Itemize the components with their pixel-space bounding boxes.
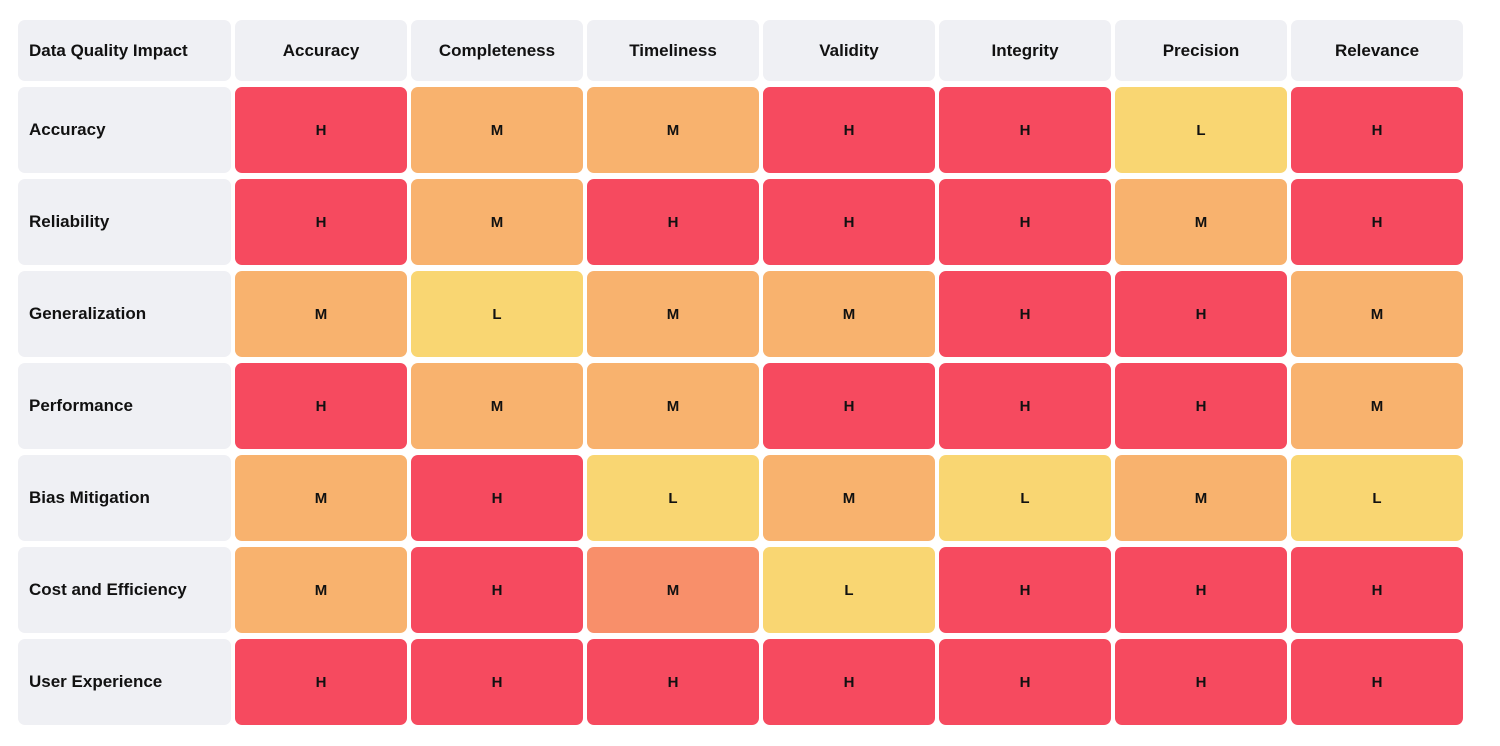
impact-cell: H xyxy=(1291,639,1463,725)
impact-cell: L xyxy=(1291,455,1463,541)
impact-cell: M xyxy=(235,547,407,633)
impact-cell: M xyxy=(587,271,759,357)
impact-cell: M xyxy=(1115,179,1287,265)
impact-cell: L xyxy=(587,455,759,541)
impact-cell: H xyxy=(763,363,935,449)
row-label: Performance xyxy=(18,363,231,449)
impact-cell: M xyxy=(587,87,759,173)
impact-cell: M xyxy=(763,271,935,357)
impact-cell: H xyxy=(763,179,935,265)
impact-cell: M xyxy=(235,455,407,541)
impact-cell: L xyxy=(1115,87,1287,173)
impact-cell: M xyxy=(411,179,583,265)
impact-cell: H xyxy=(235,363,407,449)
header-cell: Data Quality Impact xyxy=(18,20,231,81)
impact-cell: H xyxy=(411,455,583,541)
impact-cell: H xyxy=(939,363,1111,449)
header-cell: Timeliness xyxy=(587,20,759,81)
impact-cell: H xyxy=(235,87,407,173)
header-cell: Integrity xyxy=(939,20,1111,81)
impact-cell: H xyxy=(587,179,759,265)
impact-cell: H xyxy=(763,639,935,725)
impact-cell: M xyxy=(1291,363,1463,449)
impact-cell: M xyxy=(235,271,407,357)
header-cell: Validity xyxy=(763,20,935,81)
impact-cell: H xyxy=(1115,363,1287,449)
row-label: Accuracy xyxy=(18,87,231,173)
impact-cell: H xyxy=(411,639,583,725)
impact-cell: H xyxy=(411,547,583,633)
impact-cell: M xyxy=(1115,455,1287,541)
impact-cell: M xyxy=(763,455,935,541)
impact-cell: L xyxy=(939,455,1111,541)
impact-cell: M xyxy=(587,547,759,633)
row-label: Bias Mitigation xyxy=(18,455,231,541)
header-cell: Accuracy xyxy=(235,20,407,81)
impact-cell: H xyxy=(939,271,1111,357)
row-label: Generalization xyxy=(18,271,231,357)
row-label: User Experience xyxy=(18,639,231,725)
impact-cell: M xyxy=(587,363,759,449)
header-cell: Completeness xyxy=(411,20,583,81)
impact-cell: H xyxy=(1115,547,1287,633)
impact-cell: H xyxy=(1291,179,1463,265)
row-label: Reliability xyxy=(18,179,231,265)
impact-cell: H xyxy=(939,547,1111,633)
impact-cell: H xyxy=(1115,639,1287,725)
impact-cell: H xyxy=(587,639,759,725)
impact-table: Data Quality Impact Accuracy Completeness T… xyxy=(18,20,1463,725)
impact-cell: H xyxy=(235,179,407,265)
impact-cell: M xyxy=(411,363,583,449)
impact-cell: H xyxy=(939,87,1111,173)
impact-cell: H xyxy=(939,179,1111,265)
header-cell: Precision xyxy=(1115,20,1287,81)
impact-cell: H xyxy=(1291,87,1463,173)
impact-cell: M xyxy=(1291,271,1463,357)
row-label: Cost and Efficiency xyxy=(18,547,231,633)
impact-cell: H xyxy=(235,639,407,725)
header-cell: Relevance xyxy=(1291,20,1463,81)
impact-cell: L xyxy=(411,271,583,357)
impact-cell: L xyxy=(763,547,935,633)
impact-cell: H xyxy=(939,639,1111,725)
impact-cell: H xyxy=(763,87,935,173)
impact-cell: H xyxy=(1291,547,1463,633)
impact-cell: M xyxy=(411,87,583,173)
impact-cell: H xyxy=(1115,271,1287,357)
